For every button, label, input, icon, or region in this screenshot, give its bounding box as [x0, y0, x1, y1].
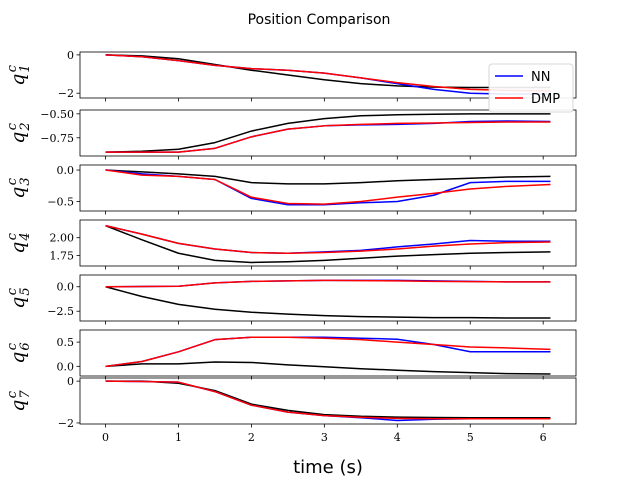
y-tick-label: 0.0 — [57, 281, 75, 294]
y-axis-label-q7: q7c — [5, 390, 33, 412]
subplot-5: 0.0 −2.5 q5c — [5, 274, 577, 325]
series-line-reference-q5 — [105, 286, 551, 319]
y-tick-label: 0.0 — [57, 360, 75, 373]
subplot-frame — [79, 274, 577, 322]
x-axis-label: time (s) — [293, 457, 363, 478]
x-tick-label: 6 — [540, 431, 547, 444]
y-tick-label: 1.75 — [50, 249, 75, 262]
y-tick-label: 2.00 — [50, 232, 75, 245]
y-axis-label-q1: q1c — [5, 64, 33, 85]
legend-label-dmp: DMP — [531, 92, 560, 107]
x-tick-label: 1 — [175, 431, 182, 444]
subplot-7: 0 −2 q7c — [5, 375, 577, 430]
series-line-nn-q6 — [105, 336, 551, 368]
x-tick-label: 3 — [321, 431, 328, 444]
series-line-dmp-q5 — [105, 279, 551, 288]
series-line-reference-q2 — [105, 113, 551, 153]
x-tick-label: 0 — [102, 431, 109, 444]
chart-title: Position Comparison — [248, 12, 391, 28]
y-tick-label: 0.5 — [57, 336, 75, 349]
series-line-dmp-q3 — [105, 169, 551, 205]
x-tick-label: 2 — [248, 431, 255, 444]
series-line-dmp-q6 — [105, 336, 551, 368]
x-tick-label: 4 — [394, 431, 401, 444]
legend: NN DMP — [488, 63, 574, 113]
series-line-reference-q7 — [105, 380, 551, 419]
subplot-6: 0.5 0.0 q6c — [5, 329, 577, 380]
subplot-frame — [79, 51, 577, 99]
series-line-dmp-q1 — [105, 54, 551, 92]
y-tick-label: −0.5 — [47, 196, 74, 209]
y-tick-label: −2 — [58, 87, 74, 100]
series-line-dmp-q2 — [105, 121, 551, 153]
y-axis-label-q3: q3c — [5, 177, 33, 198]
series-line-reference-q6 — [105, 361, 551, 375]
legend-label-nn: NN — [531, 70, 550, 85]
y-tick-label: 0 — [67, 49, 74, 62]
y-tick-label: 0.0 — [57, 164, 75, 177]
subplot-2: −0.50 −0.75 q2c — [5, 108, 577, 160]
subplot-3: 0.0 −0.5 q3c — [5, 164, 577, 215]
series-line-nn-q4 — [105, 224, 551, 255]
y-tick-label: −2.5 — [47, 305, 74, 318]
y-tick-label: −2 — [58, 417, 74, 430]
series-line-reference-q1 — [105, 54, 551, 89]
subplot-frame — [79, 377, 577, 425]
subplot-frame — [79, 164, 577, 212]
y-tick-label: −0.50 — [40, 108, 74, 121]
y-axis-label-q6: q6c — [5, 342, 33, 363]
subplot-frame — [79, 219, 577, 267]
series-line-nn-q1 — [105, 54, 551, 95]
subplot-4: 2.00 1.75 q4c — [5, 219, 577, 270]
x-axis: 0 1 2 3 4 5 6 — [102, 431, 547, 444]
x-tick-label: 5 — [467, 431, 474, 444]
y-axis-label-q4: q4c — [5, 232, 33, 253]
series-line-dmp-q7 — [105, 380, 551, 420]
subplot-frame — [79, 329, 577, 377]
subplot-stack: 0 −2 q1c −0.50 −0.75 q2c 0.0 −0.5 q3c 2.00 1.75 q4c… — [5, 49, 577, 430]
series-line-reference-q4 — [105, 224, 551, 264]
subplot-1: 0 −2 q1c — [5, 49, 577, 102]
y-tick-label: −0.75 — [40, 132, 74, 145]
subplot-frame — [79, 109, 577, 157]
y-axis-label-q5: q5c — [5, 287, 33, 308]
y-axis-label-q2: q2c — [5, 122, 33, 143]
y-tick-label: 0 — [67, 375, 74, 388]
series-line-reference-q3 — [105, 169, 551, 185]
series-line-dmp-q4 — [105, 224, 551, 255]
